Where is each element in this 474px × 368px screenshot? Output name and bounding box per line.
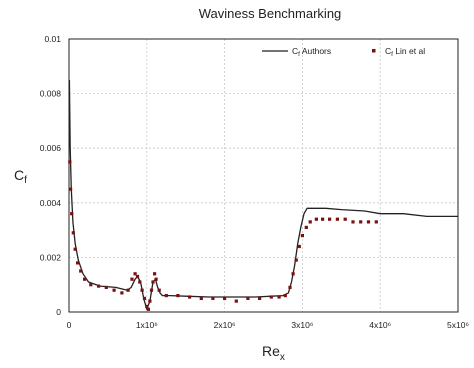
data-point	[71, 231, 75, 235]
plot-frame	[68, 38, 459, 313]
legend-authors-main: C	[292, 46, 298, 56]
data-point	[297, 244, 301, 249]
data-point	[146, 307, 150, 311]
data-point	[97, 284, 101, 288]
data-point	[70, 212, 74, 216]
chart-title: Waviness Benchmarking	[199, 6, 342, 21]
data-point	[104, 285, 108, 289]
data-point	[291, 272, 295, 276]
data-point	[288, 285, 292, 289]
data-point	[308, 220, 312, 224]
legend-label-lin: Cf Lin et al	[385, 46, 425, 58]
legend-authors-rest: Authors	[300, 46, 331, 56]
data-point	[234, 299, 238, 303]
data-point	[145, 304, 149, 309]
data-point	[140, 288, 144, 292]
x-tick-label: 4x10⁶	[369, 320, 391, 330]
legend-lin-sub: f	[391, 51, 393, 58]
data-point	[151, 280, 155, 284]
data-point	[133, 272, 137, 276]
data-point	[112, 288, 116, 292]
x-tick-label: 2x10⁶	[214, 320, 236, 330]
series-0	[68, 79, 458, 310]
data-point	[83, 277, 87, 281]
x-ticks: 0 1x10⁶ 2x10⁶ 3x10⁶ 4x10⁶ 5x10⁶	[67, 320, 469, 330]
y-axis-label: Cf	[14, 167, 27, 186]
data-point	[176, 294, 180, 298]
series-1	[68, 160, 378, 311]
data-point	[283, 294, 287, 298]
data-point	[328, 217, 332, 221]
grid	[69, 39, 458, 312]
legend: Cf Authors Cf Lin et al	[262, 46, 425, 58]
data-point	[343, 217, 347, 221]
data-point	[149, 288, 154, 292]
data-point	[142, 296, 147, 300]
y-tick-label: 0.002	[40, 252, 62, 262]
y-tick-label: 0.006	[40, 143, 62, 153]
data-point	[69, 187, 73, 191]
x-axis-label: Rex	[262, 343, 285, 363]
data-point	[154, 277, 158, 281]
x-tick-label: 1x10⁶	[136, 320, 158, 330]
data-point	[148, 299, 152, 303]
data-point	[294, 258, 298, 262]
x-axis-label-sub: x	[280, 352, 285, 363]
y-tick-label: 0.004	[40, 198, 62, 208]
data-point	[277, 295, 281, 299]
legend-label-authors: Cf Authors	[292, 46, 331, 58]
data-point	[120, 291, 124, 295]
data-point	[211, 296, 215, 300]
data-point	[314, 217, 318, 221]
data-point	[79, 269, 83, 273]
x-tick-label: 0	[67, 320, 72, 330]
series-layer	[68, 79, 458, 311]
data-point	[89, 283, 93, 287]
data-point	[366, 220, 371, 224]
data-point	[157, 288, 161, 292]
data-point	[300, 234, 304, 238]
data-point	[335, 217, 339, 221]
legend-lin-rest: Lin et al	[393, 46, 425, 56]
data-point	[153, 272, 157, 276]
data-point	[321, 217, 325, 221]
data-point	[135, 274, 140, 279]
data-point	[164, 294, 168, 298]
y-axis-label-sub: f	[24, 175, 27, 186]
data-point	[351, 220, 355, 224]
data-point	[73, 247, 77, 251]
data-point	[188, 295, 192, 299]
data-point	[199, 296, 203, 300]
y-tick-label: 0	[56, 307, 61, 317]
y-ticks: 0 0.002 0.004 0.006 0.008 0.01	[40, 34, 62, 317]
y-axis-label-main: C	[14, 167, 24, 183]
data-point	[138, 280, 142, 284]
data-point	[68, 160, 72, 164]
data-point	[269, 295, 273, 299]
data-point	[223, 296, 227, 300]
data-point	[76, 261, 80, 265]
series-line-authors	[68, 79, 458, 310]
y-tick-label: 0.008	[40, 89, 62, 99]
x-axis-label-main: Re	[262, 343, 280, 359]
data-point	[130, 277, 134, 281]
x-tick-label: 3x10⁶	[291, 320, 313, 330]
data-point	[126, 288, 130, 292]
data-point	[246, 296, 250, 300]
legend-lin-main: C	[385, 46, 391, 56]
data-point	[374, 220, 378, 224]
x-tick-label: 5x10⁶	[447, 320, 469, 330]
legend-authors-sub: f	[298, 51, 300, 58]
y-tick-label: 0.01	[44, 34, 61, 44]
data-point	[258, 296, 262, 300]
data-point	[304, 225, 308, 229]
legend-marker-swatch	[372, 49, 376, 53]
data-point	[359, 220, 363, 224]
